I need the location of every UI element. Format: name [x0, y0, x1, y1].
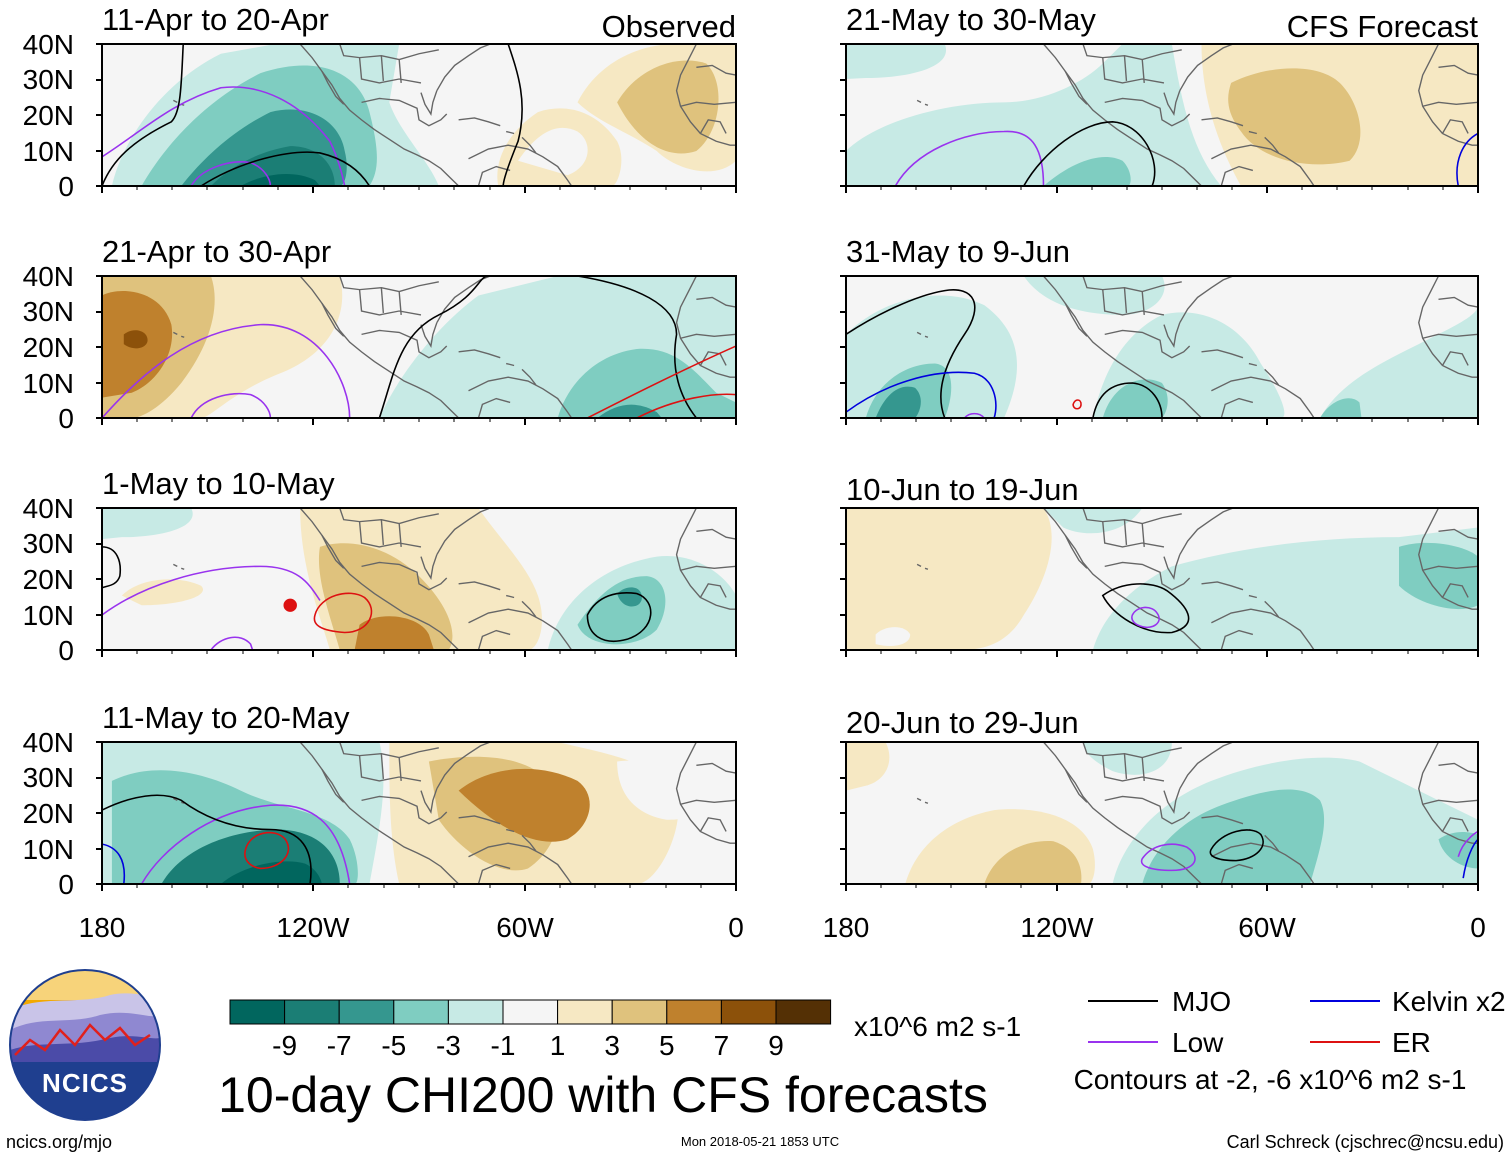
lat-label: 10N [23, 834, 74, 865]
colorbar: -9 -7 -5 -3 -1 1 3 5 7 9 x10^6 m2 s-1 [229, 999, 1021, 1061]
panel-observed-1 [101, 43, 737, 187]
panel-title-l2: 21-Apr to 30-Apr [102, 234, 331, 269]
panel-title-l3: 1-May to 10-May [102, 466, 335, 501]
panel-forecast-3 [845, 507, 1479, 651]
panel-title-r3: 10-Jun to 19-Jun [846, 472, 1079, 507]
colorbar-cell [284, 999, 340, 1025]
lat-label: 40N [23, 727, 74, 758]
colorbar-cell [557, 999, 613, 1025]
colorbar-label: 1 [550, 1030, 566, 1061]
lat-axis-row2: 40N 30N 20N 10N 0 [23, 261, 74, 434]
colorbar-labels: -9 -7 -5 -3 -1 1 3 5 7 9 [272, 1030, 784, 1061]
lon-label: 180 [823, 912, 870, 943]
panel-title-r2: 31-May to 9-Jun [846, 234, 1070, 269]
colorbar-cell [229, 999, 286, 1025]
panel-forecast-4 [845, 741, 1479, 885]
panel-title-r1: 21-May to 30-May [846, 2, 1096, 37]
lon-label: 60W [496, 912, 554, 943]
panel-title-l4: 11-May to 20-May [102, 700, 350, 735]
lat-label: 40N [23, 261, 74, 292]
lon-label: 120W [1020, 912, 1094, 943]
colorbar-label: 5 [659, 1030, 675, 1061]
legend: MJO Kelvin x2 Low ER Contours at -2, -6 … [1074, 986, 1506, 1095]
lat-label: 40N [23, 493, 74, 524]
timestamp: Mon 2018-05-21 1853 UTC [681, 1134, 839, 1149]
lon-label: 180 [79, 912, 126, 943]
lon-label: 120W [276, 912, 350, 943]
lon-label: 60W [1238, 912, 1296, 943]
panel-observed-2 [101, 275, 737, 419]
minor-tick-marks [136, 186, 1444, 888]
colorbar-cell [666, 999, 722, 1025]
lat-label: 0 [58, 171, 74, 202]
lat-label: 40N [23, 29, 74, 60]
panel-observed-3 [101, 507, 737, 651]
column-label-observed: Observed [602, 9, 736, 44]
lon-label: 0 [728, 912, 744, 943]
colorbar-label: -3 [436, 1030, 461, 1061]
lat-label: 0 [58, 635, 74, 666]
legend-note: Contours at -2, -6 x10^6 m2 s-1 [1074, 1064, 1467, 1095]
colorbar-label: 3 [604, 1030, 620, 1061]
colorbar-cell [502, 999, 559, 1025]
colorbar-cells [229, 999, 832, 1025]
author-credit: Carl Schreck (cjschrec@ncsu.edu) [1227, 1132, 1504, 1152]
colorbar-cell [611, 999, 668, 1025]
lat-label: 0 [58, 869, 74, 900]
panel-title-r4: 20-Jun to 29-Jun [846, 705, 1079, 740]
lat-label: 10N [23, 600, 74, 631]
legend-label-low: Low [1172, 1027, 1224, 1058]
lat-label: 20N [23, 798, 74, 829]
colorbar-label: 7 [714, 1030, 730, 1061]
lon-axis-left: 180 120W 60W 0 [79, 912, 744, 943]
lat-label: 30N [23, 64, 74, 95]
panel-forecast-2 [845, 275, 1479, 419]
figure-title: 10-day CHI200 with CFS forecasts [218, 1067, 988, 1123]
lat-label: 20N [23, 332, 74, 363]
lat-axis-row1: 40N 30N 20N 10N 0 [23, 29, 74, 202]
lat-label: 30N [23, 296, 74, 327]
column-label-forecast: CFS Forecast [1287, 9, 1479, 44]
lat-label: 20N [23, 564, 74, 595]
colorbar-label: -5 [381, 1030, 406, 1061]
colorbar-label: -9 [272, 1030, 297, 1061]
tick-marks [96, 43, 1479, 891]
panel-forecast-1 [845, 43, 1479, 187]
colorbar-label: 9 [768, 1030, 784, 1061]
colorbar-cell [338, 999, 395, 1025]
site-link[interactable]: ncics.org/mjo [6, 1132, 112, 1152]
lat-label: 30N [23, 528, 74, 559]
lat-label: 30N [23, 762, 74, 793]
lat-label: 10N [23, 136, 74, 167]
lat-label: 0 [58, 403, 74, 434]
lat-axis-row3: 40N 30N 20N 10N 0 [23, 493, 74, 666]
legend-label-er: ER [1392, 1027, 1431, 1058]
legend-label-mjo: MJO [1172, 986, 1231, 1017]
ncics-logo: NCICS [9, 969, 161, 1121]
panel-observed-4 [101, 741, 737, 885]
lat-label: 10N [23, 368, 74, 399]
lat-axis-row4: 40N 30N 20N 10N 0 [23, 727, 74, 900]
colorbar-cell [775, 999, 832, 1025]
colorbar-cell [447, 999, 504, 1025]
panel-title-l1: 11-Apr to 20-Apr [102, 2, 329, 37]
lon-axis-right: 180 120W 60W 0 [823, 912, 1486, 943]
lat-label: 20N [23, 100, 74, 131]
colorbar-cell [393, 999, 449, 1025]
colorbar-label: -1 [491, 1030, 516, 1061]
colorbar-units: x10^6 m2 s-1 [854, 1011, 1021, 1042]
lon-label: 0 [1470, 912, 1486, 943]
colorbar-cell [720, 999, 777, 1025]
colorbar-label: -7 [327, 1030, 352, 1061]
logo-text: NCICS [42, 1068, 128, 1098]
legend-label-kelvin: Kelvin x2 [1392, 986, 1506, 1017]
